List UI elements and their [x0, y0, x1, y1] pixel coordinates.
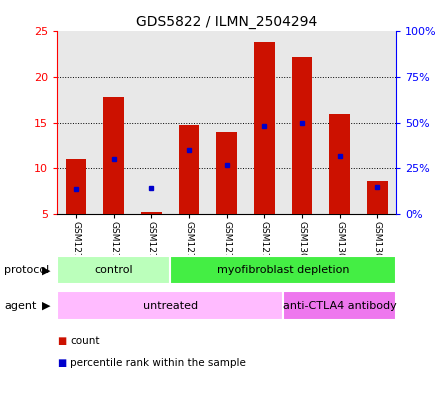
Title: GDS5822 / ILMN_2504294: GDS5822 / ILMN_2504294	[136, 15, 317, 29]
Text: protocol: protocol	[4, 265, 50, 275]
Bar	[66, 160, 86, 214]
Bar	[367, 181, 388, 214]
Text: untreated: untreated	[143, 301, 198, 310]
Text: percentile rank within the sample: percentile rank within the sample	[70, 358, 246, 367]
Bar	[103, 97, 124, 214]
Bar	[179, 125, 199, 214]
Text: ▶: ▶	[42, 265, 51, 275]
Text: agent: agent	[4, 301, 37, 310]
Text: myofibroblast depletion: myofibroblast depletion	[217, 265, 349, 275]
Bar	[216, 132, 237, 214]
Text: count: count	[70, 336, 100, 346]
Bar	[329, 114, 350, 214]
Bar	[141, 212, 161, 214]
Text: ■: ■	[57, 336, 66, 346]
Bar	[283, 292, 396, 320]
Text: ▶: ▶	[42, 301, 51, 310]
Text: control: control	[94, 265, 133, 275]
Text: anti-CTLA4 antibody: anti-CTLA4 antibody	[282, 301, 396, 310]
Bar	[254, 42, 275, 214]
Bar	[57, 292, 283, 320]
Bar	[292, 57, 312, 214]
Bar	[170, 256, 396, 285]
Bar	[57, 256, 170, 285]
Text: ■: ■	[57, 358, 66, 367]
